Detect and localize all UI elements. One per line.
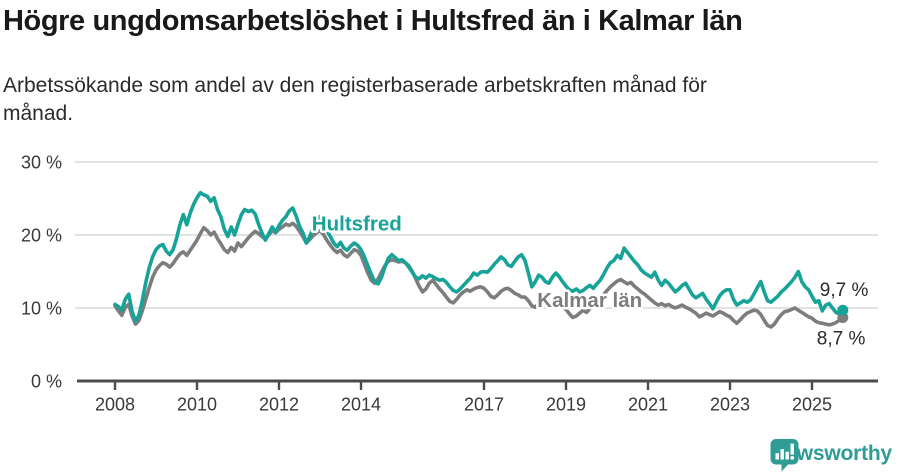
x-tick-label: 2019 <box>546 395 586 415</box>
subtitle-line-1: Arbetssökande som andel av den registerb… <box>3 74 707 97</box>
newsworthy-logo[interactable]: Newsworthy <box>770 439 892 472</box>
y-tick-label: 10 % <box>21 299 62 319</box>
x-tick-label: 2025 <box>792 395 832 415</box>
brand-name: Newsworthy <box>770 442 892 465</box>
x-tick-label: 2017 <box>464 395 504 415</box>
hultsfred-line <box>113 190 845 323</box>
hultsfred-end-dot <box>837 304 849 316</box>
hultsfred-series-label: Hultsfred <box>312 213 402 236</box>
x-tick-label: 2010 <box>177 395 217 415</box>
page-title: Högre ungdomsarbetslöshet i Hultsfred än… <box>3 5 743 37</box>
y-tick-label: 20 % <box>21 226 62 246</box>
x-tick-label: 2014 <box>341 395 381 415</box>
x-tick-label: 2023 <box>710 395 750 415</box>
kalmar-l-n-end-value-label: 8,7 % <box>817 329 866 350</box>
x-tick-label: 2012 <box>259 395 299 415</box>
x-tick-label: 2008 <box>95 395 135 415</box>
chart-subtitle: Arbetssökande som andel av den registerb… <box>3 72 863 128</box>
hultsfred-end-value-label: 9,7 % <box>820 280 869 301</box>
kalmar-l-n-series-label: Kalmar län <box>537 289 642 312</box>
subtitle-line-2: månad. <box>3 102 74 125</box>
y-tick-label: 0 % <box>31 372 62 392</box>
x-tick-label: 2021 <box>628 395 668 415</box>
bar-chart-speech-bubble-icon <box>770 439 799 472</box>
y-tick-label: 30 % <box>21 153 62 173</box>
kalmar-l-n-line <box>113 221 845 329</box>
